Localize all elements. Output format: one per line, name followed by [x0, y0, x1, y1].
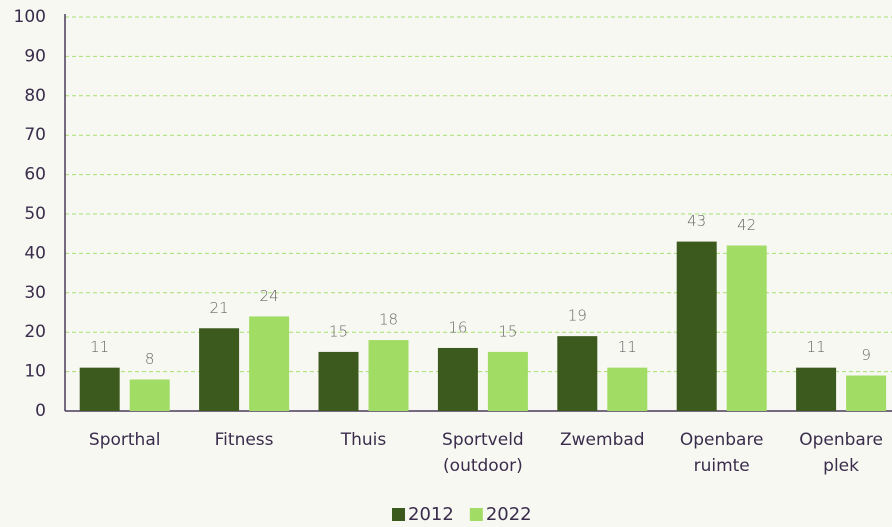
y-tick-label: 30 — [24, 283, 46, 303]
y-tick-label: 20 — [24, 322, 46, 342]
data-label: 24 — [260, 287, 279, 305]
y-tick-label: 90 — [24, 46, 46, 66]
data-label: 16 — [448, 318, 467, 336]
y-tick-label: 100 — [14, 7, 46, 27]
bar — [607, 367, 648, 411]
y-tick-label: 60 — [24, 165, 46, 185]
data-label: 9 — [861, 346, 871, 364]
y-tick-label: 10 — [24, 362, 46, 382]
x-tick-label: Openbare ruimte — [679, 430, 764, 476]
data-label: 8 — [145, 350, 155, 368]
legend-swatch — [392, 508, 405, 521]
bar — [368, 340, 409, 411]
x-tick-label: Openbare plek — [799, 430, 883, 476]
y-tick-label: 70 — [24, 125, 46, 145]
data-label: 43 — [687, 212, 706, 230]
legend-label: 2022 — [486, 504, 532, 525]
y-tick-label: 0 — [35, 401, 46, 421]
bar — [796, 367, 837, 411]
y-tick-label: 40 — [24, 243, 46, 263]
bar — [199, 328, 240, 411]
x-tick-label: Fitness — [214, 430, 274, 450]
x-tick-label: Sporthal — [88, 430, 161, 450]
bar — [487, 351, 528, 411]
data-label: 15 — [329, 322, 348, 340]
data-label: 42 — [737, 216, 756, 234]
x-tick-label: Thuis — [340, 430, 387, 450]
bar — [249, 316, 290, 411]
bar — [846, 375, 887, 411]
y-tick-label: 50 — [24, 204, 46, 224]
data-label: 19 — [568, 307, 587, 325]
y-tick-label: 80 — [24, 86, 46, 106]
bar — [129, 379, 170, 411]
data-label: 21 — [210, 299, 229, 317]
bar — [437, 347, 478, 411]
data-label: 11 — [618, 338, 637, 356]
bar — [557, 336, 598, 411]
data-label: 11 — [90, 338, 109, 356]
data-label: 18 — [379, 311, 398, 329]
bar — [318, 351, 359, 411]
bar — [79, 367, 120, 411]
data-label: 11 — [807, 338, 826, 356]
x-tick-label: Zwembad — [560, 430, 645, 450]
bar — [676, 241, 717, 411]
bar — [726, 245, 767, 411]
x-tick-label: Sportveld (outdoor) — [442, 430, 524, 476]
data-label: 15 — [498, 322, 517, 340]
legend-label: 2012 — [408, 504, 454, 525]
legend-swatch — [469, 508, 483, 521]
